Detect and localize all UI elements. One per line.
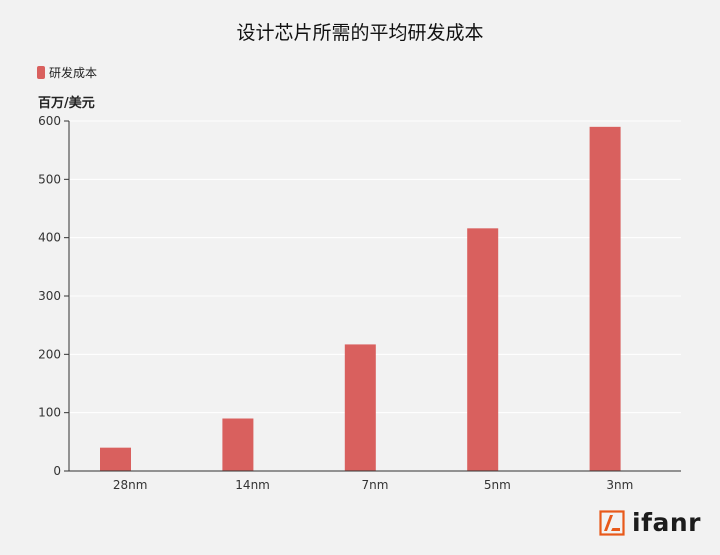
x-tick-label: 7nm [362, 478, 389, 492]
bars [100, 126, 621, 472]
y-tick-label: 0 [53, 464, 61, 478]
axes [64, 120, 681, 472]
bar-3nm[interactable] [589, 126, 621, 471]
bar-28nm[interactable] [100, 447, 131, 471]
legend[interactable]: 研发成本 [37, 64, 97, 81]
tick-labels: 0 100 200 300 400 500 600 28nm 14nm 7nm 5nm 3nm [38, 114, 633, 492]
bar-7nm[interactable] [344, 344, 376, 471]
ifanr-wordmark: ifanr [632, 508, 701, 537]
grid-lines [69, 120, 681, 414]
y-tick-label: 100 [38, 406, 61, 420]
bar-14nm[interactable] [222, 418, 254, 472]
ifanr-watermark: ifanr [599, 508, 701, 537]
x-tick-label: 5nm [484, 478, 511, 492]
legend-label: 研发成本 [49, 66, 98, 80]
bar-5nm[interactable] [467, 228, 499, 471]
y-tick-label: 300 [38, 289, 61, 303]
y-axis-unit-label: 百万/美元 [38, 96, 95, 111]
ifanr-logo-icon [599, 509, 625, 536]
legend-swatch [37, 66, 45, 79]
y-tick-label: 400 [38, 231, 61, 245]
y-tick-label: 200 [38, 347, 61, 361]
chart-title: 设计芯片所需的平均研发成本 [236, 22, 484, 44]
x-tick-label: 28nm [113, 478, 148, 492]
x-tick-label: 3nm [606, 478, 633, 492]
y-tick-label: 500 [38, 172, 61, 186]
y-tick-label: 600 [38, 114, 61, 128]
x-tick-label: 14nm [235, 478, 270, 492]
